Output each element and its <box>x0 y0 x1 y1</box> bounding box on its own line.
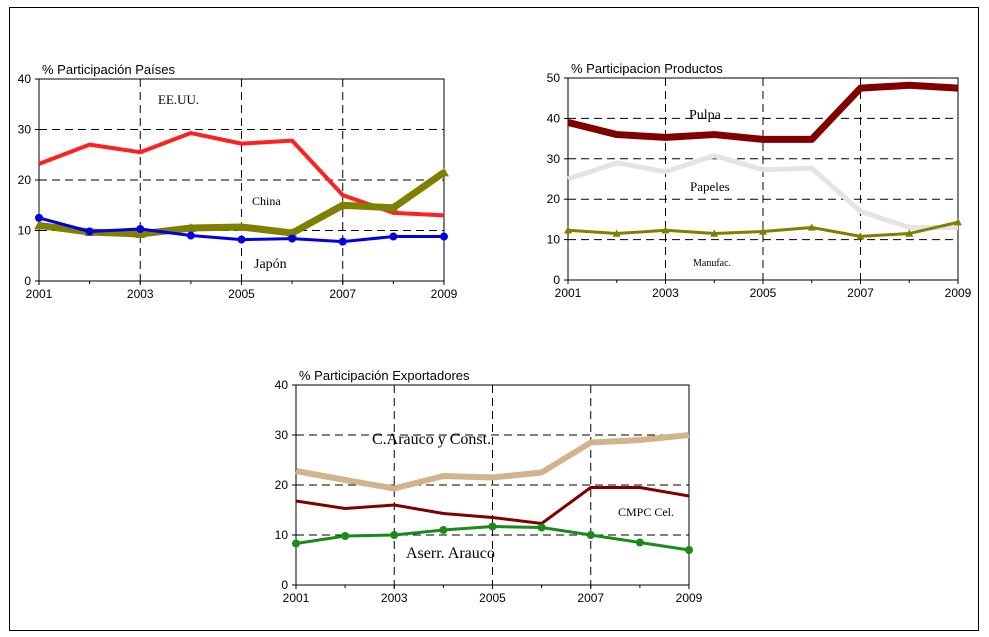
x-tick-label: 2009 <box>431 287 458 301</box>
chart-title: % Participación Países <box>42 62 175 77</box>
y-tick-label: 50 <box>547 71 561 85</box>
data-point <box>685 546 693 554</box>
y-tick-label: 0 <box>24 274 31 288</box>
data-point <box>185 222 196 232</box>
data-point <box>856 232 865 240</box>
chart-title: % Participación Exportadores <box>299 368 470 383</box>
chart-1: % Participación Países 0 10 20 30 40 2001 2003 2… <box>18 62 458 301</box>
data-point <box>905 229 914 237</box>
x-tick-label: 2009 <box>945 286 972 300</box>
data-point <box>439 526 448 534</box>
series-line-2 <box>567 153 958 230</box>
data-point <box>287 228 298 238</box>
series-label-1: EE.UU. <box>158 92 199 107</box>
data-point <box>612 229 621 237</box>
data-point <box>388 202 399 212</box>
data-point <box>759 227 767 235</box>
y-tick-label: 20 <box>275 478 289 492</box>
y-tick-label: 30 <box>18 123 32 137</box>
y-tick-label: 40 <box>18 72 32 86</box>
x-tick-label: 2003 <box>127 287 154 301</box>
y-tick-label: 10 <box>275 528 289 542</box>
data-point <box>537 523 546 532</box>
data-point <box>807 223 816 231</box>
series-line-1 <box>567 81 959 143</box>
data-point <box>954 218 962 226</box>
y-tick-label: 20 <box>18 173 32 187</box>
x-tick-label: 2001 <box>555 286 582 300</box>
data-point <box>292 539 300 548</box>
chart-title: % Participacion Productos <box>571 61 723 76</box>
data-point <box>288 234 297 243</box>
data-point <box>389 232 398 241</box>
data-point <box>186 231 195 240</box>
y-tick-label: 10 <box>547 233 561 247</box>
data-point <box>586 531 595 539</box>
x-tick-label: 2003 <box>381 591 408 605</box>
x-tick-label: 2001 <box>26 287 53 301</box>
x-tick-label: 2009 <box>676 591 703 605</box>
data-point <box>488 522 497 531</box>
series-label-3: Manufac. <box>693 258 731 269</box>
data-point <box>337 200 348 210</box>
data-point <box>341 532 350 540</box>
data-point <box>661 226 670 234</box>
series-label-1: C.Arauco y Const. <box>372 431 491 448</box>
data-point <box>564 226 572 234</box>
data-point <box>710 229 719 237</box>
y-tick-label: 40 <box>275 378 289 392</box>
x-tick-label: 2003 <box>652 286 679 300</box>
data-point <box>136 224 145 233</box>
x-tick-label: 2007 <box>847 286 874 300</box>
data-point <box>85 227 94 236</box>
data-point <box>35 213 43 222</box>
y-tick-label: 40 <box>547 111 561 125</box>
x-tick-label: 2005 <box>479 591 506 605</box>
y-tick-label: 30 <box>547 152 561 166</box>
x-tick-label: 2007 <box>329 287 356 301</box>
data-point <box>135 229 146 239</box>
series-label-2: China <box>252 194 281 208</box>
x-tick-label: 2001 <box>283 591 310 605</box>
data-point <box>440 232 448 241</box>
series-label-2: Papeles <box>690 179 730 194</box>
series-label-3: Japón <box>254 257 287 272</box>
data-point <box>390 531 399 539</box>
data-point <box>635 538 644 547</box>
data-point <box>34 220 44 230</box>
chart-3: % Participación Exportadores 0 10 20 30 40 200… <box>275 368 703 605</box>
y-tick-label: 0 <box>281 578 288 592</box>
x-tick-label: 2005 <box>750 286 777 300</box>
y-tick-label: 30 <box>275 428 289 442</box>
series-label-2: CMPC Cel. <box>618 505 674 519</box>
x-tick-label: 2005 <box>228 287 255 301</box>
series-label-1: Pulpa <box>689 108 722 123</box>
data-point <box>236 221 247 231</box>
series-label-3: Aserr. Arauco <box>406 545 495 562</box>
y-tick-label: 10 <box>18 224 32 238</box>
series-line-2 <box>295 486 690 525</box>
y-tick-label: 20 <box>547 192 561 206</box>
x-tick-label: 2007 <box>577 591 604 605</box>
chart-2: % Participacion Productos 0 10 20 30 40 50 2001… <box>547 61 972 300</box>
series-line-1 <box>295 432 690 492</box>
y-tick-label: 0 <box>553 273 560 287</box>
data-point <box>338 237 347 246</box>
data-point <box>439 167 449 177</box>
data-point <box>237 235 246 244</box>
